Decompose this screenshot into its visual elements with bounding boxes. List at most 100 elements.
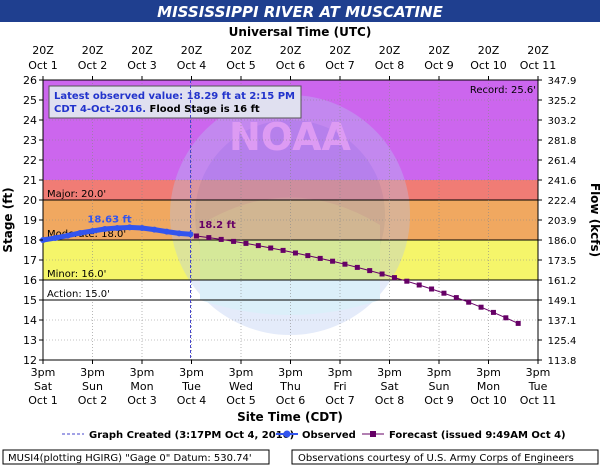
- bottom-axis-title: Site Time (CDT): [237, 410, 343, 424]
- observed-point: [52, 235, 59, 241]
- forecast-point: [218, 236, 224, 242]
- right-tick-label: 137.1: [548, 316, 577, 327]
- bottom-tick-label-time: 3pm: [427, 366, 452, 379]
- forecast-point: [379, 271, 385, 277]
- bottom-tick-label-day: Sat: [34, 380, 53, 393]
- top-axis-ticks: 20Z Oct 1 20Z Oct 2 20Z Oct 3 20Z Oct 4 20Z Oct 5…: [28, 44, 556, 80]
- forecast-point: [416, 282, 422, 288]
- forecast-point: [404, 278, 410, 284]
- bottom-tick-label-day: Tue: [528, 380, 548, 393]
- right-tick-label: 203.9: [548, 216, 577, 227]
- top-tick-label-time: 20Z: [181, 44, 203, 57]
- bottom-tick-label-day: Sun: [82, 380, 103, 393]
- bottom-tick-label-date: Oct 6: [276, 394, 306, 407]
- bottom-tick-label-time: 3pm: [476, 366, 501, 379]
- top-tick-label-date: Oct 10: [470, 59, 507, 72]
- left-tick-label: 26: [23, 74, 37, 87]
- bottom-tick-label-time: 3pm: [229, 366, 254, 379]
- observed-point: [187, 231, 194, 238]
- top-tick-label-time: 20Z: [32, 44, 54, 57]
- legend-forecast-marker: [370, 431, 376, 437]
- right-tick-label: 241.6: [548, 176, 577, 187]
- bottom-tick-label-date: Oct 10: [470, 394, 507, 407]
- bottom-tick-label-date: Oct 11: [520, 394, 557, 407]
- right-tick-label: 303.2: [548, 116, 577, 127]
- left-tick-label: 21: [23, 174, 37, 187]
- observed-point: [114, 225, 121, 231]
- footer-datum: MUSI4(plotting HGIRG) "Gage 0" Datum: 53…: [8, 453, 252, 464]
- forecast-point: [292, 250, 298, 256]
- right-axis-ticks: 113.8 125.4 137.1 149.1 161.2 173.5 186.0 203.9…: [538, 76, 576, 367]
- top-tick-label-date: Oct 4: [177, 59, 207, 72]
- top-tick-label-time: 20Z: [478, 44, 500, 57]
- flood-category-labels: Action: 15.0' Minor: 16.0' Moderate: 18.0'…: [47, 189, 126, 300]
- top-tick-label-date: Oct 11: [520, 59, 557, 72]
- right-tick-label: 281.8: [548, 136, 577, 147]
- observed-point: [101, 226, 108, 232]
- left-tick-label: 14: [23, 314, 37, 327]
- right-tick-label: 261.4: [548, 156, 577, 167]
- top-axis-title: Universal Time (UTC): [229, 25, 372, 39]
- observed-point: [176, 230, 183, 237]
- forecast-point: [268, 245, 274, 251]
- top-tick-label-time: 20Z: [329, 44, 351, 57]
- left-tick-label: 20: [23, 194, 37, 207]
- forecast-point: [330, 258, 336, 264]
- top-tick-label-date: Oct 5: [226, 59, 256, 72]
- legend: Graph Created (3:17PM Oct 4, 2016) Obser…: [62, 430, 566, 441]
- top-tick-label-date: Oct 6: [276, 59, 306, 72]
- bottom-tick-label-day: Tue: [181, 380, 201, 393]
- observed-point: [163, 228, 170, 235]
- left-tick-label: 13: [23, 334, 37, 347]
- right-tick-label: 173.5: [548, 256, 577, 267]
- category-label-major: Major: 20.0': [47, 189, 106, 200]
- right-tick-label: 161.2: [548, 276, 577, 287]
- forecast-point: [354, 264, 360, 270]
- top-tick-label-time: 20Z: [131, 44, 153, 57]
- left-tick-label: 12: [23, 354, 37, 367]
- bottom-tick-label-time: 3pm: [80, 366, 105, 379]
- legend-created-label: Graph Created (3:17PM Oct 4, 2016): [89, 430, 294, 441]
- left-tick-label: 23: [23, 134, 37, 147]
- legend-observed-marker: [283, 430, 291, 438]
- bottom-tick-label-day: Sun: [429, 380, 450, 393]
- forecast-point: [280, 247, 286, 253]
- top-tick-label-date: Oct 2: [78, 59, 108, 72]
- right-tick-label: 222.4: [548, 196, 577, 207]
- top-tick-label-time: 20Z: [230, 44, 252, 57]
- latest-observed-line1: Latest observed value: 18.29 ft at 2:15 …: [54, 91, 295, 102]
- observed-point: [126, 224, 133, 231]
- forecast-point: [466, 299, 472, 305]
- left-tick-label: 16: [23, 274, 37, 287]
- top-tick-label-time: 20Z: [428, 44, 450, 57]
- bottom-tick-label-time: 3pm: [377, 366, 402, 379]
- bottom-tick-label-date: Oct 1: [28, 394, 58, 407]
- forecast-point: [193, 233, 199, 239]
- left-tick-label: 24: [23, 114, 37, 127]
- left-tick-label: 18: [23, 234, 37, 247]
- chart-title: MISSISSIPPI RIVER AT MUSCATINE: [157, 3, 443, 21]
- forecast-point: [255, 243, 261, 249]
- forecast-point: [206, 235, 212, 241]
- bottom-tick-label-time: 3pm: [179, 366, 204, 379]
- top-tick-label-date: Oct 9: [424, 59, 454, 72]
- bottom-tick-label-day: Mon: [130, 380, 153, 393]
- bottom-tick-label-time: 3pm: [130, 366, 155, 379]
- top-tick-label-time: 20Z: [82, 44, 104, 57]
- category-label-moderate: Moderate: 18.0': [47, 229, 126, 240]
- right-tick-label: 347.9: [548, 76, 577, 87]
- left-tick-label: 15: [23, 294, 37, 307]
- left-axis-ticks: 12 13 14 15 16 17 18 19 20 21 22 23 24 25 26: [23, 74, 43, 367]
- bottom-tick-label-date: Oct 4: [177, 394, 207, 407]
- forecast-point: [515, 320, 521, 326]
- bottom-tick-label-date: Oct 8: [375, 394, 405, 407]
- bottom-tick-label-day: Wed: [229, 380, 253, 393]
- latest-observed-box: Latest observed value: 18.29 ft at 2:15 …: [48, 85, 302, 119]
- left-tick-label: 17: [23, 254, 37, 267]
- latest-observed-line2: CDT 4-Oct-2016. Flood Stage is 16 ft: [54, 104, 260, 115]
- top-tick-label-date: Oct 3: [127, 59, 157, 72]
- observed-peak-label: 18.63 ft: [87, 214, 131, 225]
- forecast-series: [193, 233, 521, 326]
- right-tick-label: 125.4: [548, 336, 577, 347]
